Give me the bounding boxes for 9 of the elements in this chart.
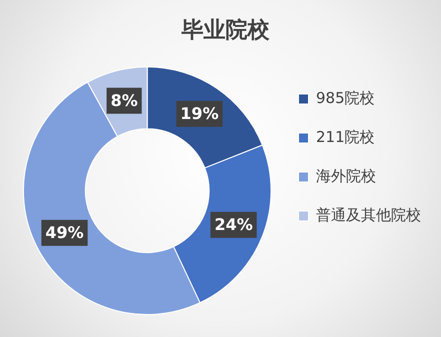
legend-label: 普通及其他院校 xyxy=(316,206,421,224)
legend-label: 海外院校 xyxy=(316,166,376,185)
data-label: 49% xyxy=(45,223,84,242)
chart-title: 毕业院校 xyxy=(180,18,270,43)
legend-label: 985院校 xyxy=(316,88,375,107)
data-label: 24% xyxy=(214,215,253,234)
legend-label: 211院校 xyxy=(316,128,375,146)
data-label: 8% xyxy=(110,90,138,110)
data-label: 19% xyxy=(180,104,219,124)
